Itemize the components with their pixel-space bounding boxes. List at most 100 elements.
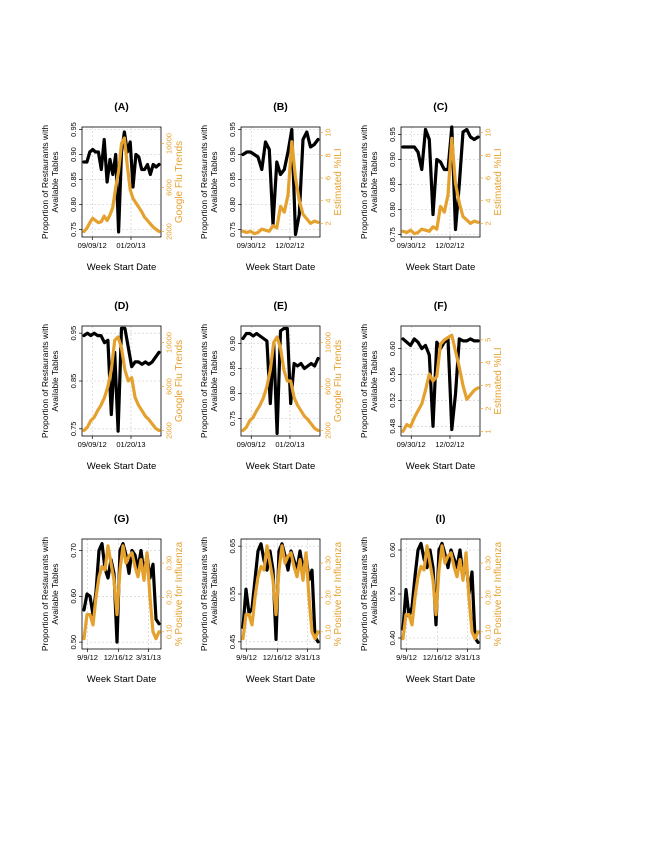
x-axis-label: Week Start Date: [406, 461, 476, 472]
panel-title: (I): [436, 513, 446, 525]
right-tick-label: 0.10: [165, 625, 174, 640]
restaurant-availability-line: [241, 127, 320, 237]
influenza-indicator-line: [82, 335, 161, 433]
x-tick-label: 01/20/13: [116, 241, 145, 250]
left-tick-label: 0.80: [228, 197, 237, 212]
right-tick-label: 0.20: [324, 590, 333, 605]
left-tick-label: 0.50: [388, 587, 397, 602]
x-tick-label: 09/09/12: [237, 440, 266, 449]
left-y-axis-label: Proportion of Restaurants withAvailable …: [40, 125, 60, 240]
left-tick-label: 0.85: [69, 374, 78, 389]
influenza-indicator-line: [241, 140, 320, 236]
panel-title: (F): [434, 300, 447, 312]
x-tick-label: 9/9/12: [236, 653, 257, 662]
left-tick-label: 0.90: [228, 336, 237, 351]
left-y-axis-label-line: Proportion of Restaurants with: [359, 125, 369, 240]
right-tick-label: 2000: [165, 223, 174, 240]
left-tick-label: 0.95: [388, 127, 397, 142]
right-y-axis-label: Google Flu Trends: [174, 340, 185, 422]
left-tick-label: 0.95: [228, 122, 237, 137]
influenza-indicator-line: [401, 333, 480, 433]
left-y-axis-label-line: Available Tables: [209, 350, 219, 411]
left-y-axis-label-line: Proportion of Restaurants with: [359, 537, 369, 652]
left-tick-label: 0.75: [228, 411, 237, 426]
right-tick-label: 10: [324, 128, 333, 136]
left-tick-label: 0.80: [228, 386, 237, 401]
left-y-axis-label-line: Available Tables: [369, 151, 379, 212]
left-tick-label: 0.50: [69, 635, 78, 650]
panel-d: (D) 0.75 0.85 0.95 2000 6000 10000 09/09/12 01/2…: [40, 300, 185, 472]
right-tick-label: 4: [324, 199, 333, 203]
right-tick-label: 10000: [165, 133, 174, 154]
left-y-axis-label-line: Available Tables: [209, 563, 219, 624]
right-tick-label: 4: [484, 199, 493, 203]
left-y-axis-label-line: Proportion of Restaurants with: [199, 125, 209, 240]
right-tick-label: 5: [484, 338, 493, 342]
left-y-axis-label: Proportion of Restaurants withAvailable …: [40, 324, 60, 439]
left-y-axis-label: Proportion of Restaurants withAvailable …: [199, 324, 219, 439]
left-y-axis-label: Proportion of Restaurants withAvailable …: [359, 324, 379, 439]
plot-frame: [400, 325, 481, 437]
right-y-axis-label: Estimated %ILI: [493, 148, 504, 215]
x-axis-label: Week Start Date: [246, 674, 316, 685]
right-tick-label: 6: [484, 176, 493, 180]
left-y-axis-label-line: Proportion of Restaurants with: [40, 537, 50, 652]
right-tick-label: 6000: [324, 378, 333, 395]
panel-title: (C): [433, 101, 448, 113]
right-tick-label: 10000: [324, 332, 333, 353]
left-tick-label: 0.40: [388, 631, 397, 646]
panel-g: (G) 0.50 0.60 0.70 0.10 0.20 0.30 9/9/12 12/16/1…: [40, 513, 185, 685]
left-tick-label: 0.80: [69, 197, 78, 212]
x-axis-label: Week Start Date: [87, 461, 157, 472]
x-axis-label: Week Start Date: [87, 674, 157, 685]
x-tick-label: 12/02/12: [435, 440, 464, 449]
left-y-axis-label: Proportion of Restaurants withAvailable …: [40, 537, 60, 652]
right-y-axis-label: Google Flu Trends: [333, 340, 344, 422]
right-y-axis-label: Estimated %ILI: [333, 148, 344, 215]
x-tick-label: 09/09/12: [78, 440, 107, 449]
x-tick-label: 09/30/12: [397, 241, 426, 250]
left-tick-label: 0.80: [388, 202, 397, 217]
panel-a: (A) 0.75 0.80 0.85 0.90 0.95 2000 6000 10000 09/0…: [40, 101, 185, 273]
right-tick-label: 4: [484, 361, 493, 365]
right-tick-label: 10000: [165, 332, 174, 353]
x-tick-label: 09/30/12: [237, 241, 266, 250]
left-tick-label: 0.95: [69, 122, 78, 137]
restaurant-availability-line: [241, 326, 320, 436]
panel-c: (C) 0.75 0.80 0.85 0.90 0.95 2 4 6 8 10 09/30/12 12/…: [359, 101, 504, 273]
left-y-axis-label-line: Proportion of Restaurants with: [359, 324, 369, 439]
left-tick-label: 0.55: [228, 587, 237, 602]
left-tick-label: 0.60: [388, 341, 397, 356]
x-tick-label: 01/20/13: [116, 440, 145, 449]
left-tick-label: 0.75: [69, 222, 78, 237]
influenza-indicator-line: [82, 136, 161, 234]
left-y-axis-label-line: Proportion of Restaurants with: [199, 537, 209, 652]
panel-i: (I) 0.40 0.50 0.60 0.10 0.20 0.30 9/9/12 12/16/1…: [359, 513, 504, 685]
left-y-axis-label: Proportion of Restaurants withAvailable …: [199, 125, 219, 240]
right-tick-label: 6000: [165, 179, 174, 196]
left-y-axis-label-line: Available Tables: [50, 563, 60, 624]
restaurant-availability-line: [401, 125, 480, 232]
plot-frame: [81, 126, 162, 238]
left-tick-label: 0.45: [228, 635, 237, 650]
right-y-axis-label: Google Flu Trends: [174, 141, 185, 223]
panel-f: (F) 0.48 0.52 0.56 0.60 1 2 3 4 5 09/30/12 12/02/12…: [359, 300, 504, 472]
left-tick-label: 0.65: [228, 539, 237, 554]
left-tick-label: 0.52: [388, 393, 397, 408]
right-tick-label: 10: [484, 128, 493, 136]
panel-title: (H): [273, 513, 288, 525]
left-y-axis-label-line: Proportion of Restaurants with: [40, 125, 50, 240]
influenza-indicator-line: [401, 544, 480, 641]
x-tick-label: 3/31/13: [295, 653, 320, 662]
x-tick-label: 09/30/12: [397, 440, 426, 449]
left-tick-label: 0.48: [388, 419, 397, 434]
right-tick-label: 2: [324, 221, 333, 225]
left-y-axis-label: Proportion of Restaurants withAvailable …: [199, 537, 219, 652]
panel-title: (A): [114, 101, 129, 113]
left-y-axis-label-line: Proportion of Restaurants with: [40, 324, 50, 439]
right-tick-label: 0.10: [324, 625, 333, 640]
right-tick-label: 8: [484, 153, 493, 157]
right-tick-label: 6: [324, 176, 333, 180]
left-y-axis-label-line: Available Tables: [369, 563, 379, 624]
panel-title: (D): [114, 300, 129, 312]
